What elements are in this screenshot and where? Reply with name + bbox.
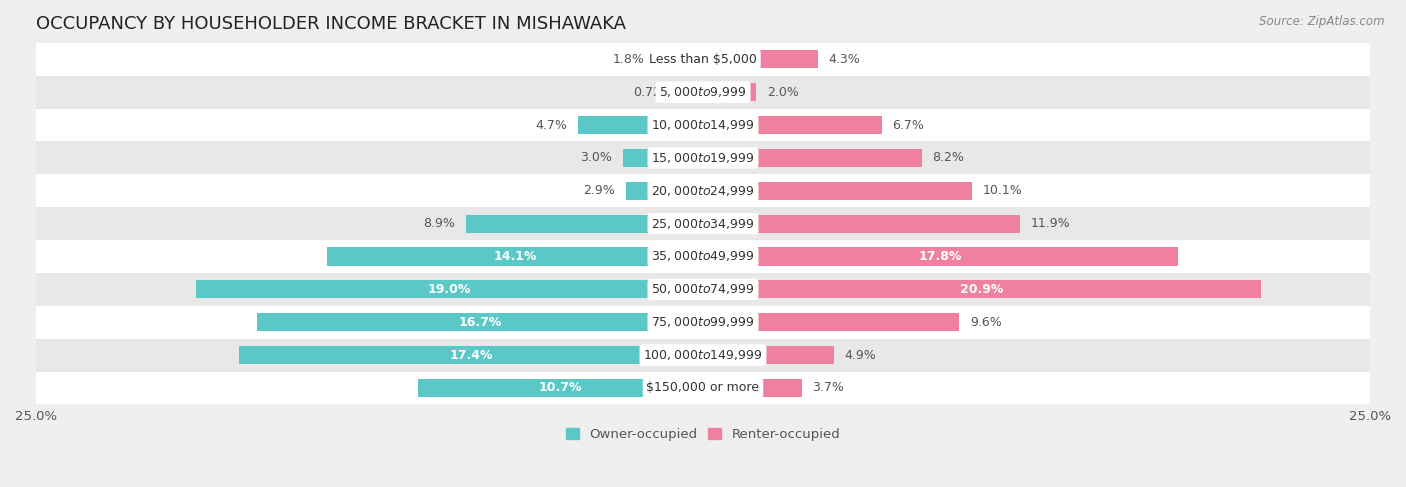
Bar [703,215,1021,233]
Text: 4.7%: 4.7% [536,118,567,131]
Text: 4.3%: 4.3% [828,53,860,66]
Bar [703,346,834,364]
Bar [703,116,882,134]
Bar [195,281,703,299]
Text: 17.4%: 17.4% [449,349,492,361]
Text: $20,000 to $24,999: $20,000 to $24,999 [651,184,755,198]
Text: $15,000 to $19,999: $15,000 to $19,999 [651,151,755,165]
Text: 10.7%: 10.7% [538,381,582,394]
Text: 19.0%: 19.0% [427,283,471,296]
Bar [418,379,703,397]
Text: $100,000 to $149,999: $100,000 to $149,999 [644,348,762,362]
Bar [37,273,1369,306]
Bar [683,83,703,101]
Text: 1.8%: 1.8% [613,53,644,66]
Bar [37,109,1369,142]
Text: 20.9%: 20.9% [960,283,1004,296]
Text: 4.9%: 4.9% [845,349,876,361]
Bar [465,215,703,233]
Text: $35,000 to $49,999: $35,000 to $49,999 [651,249,755,263]
Text: OCCUPANCY BY HOUSEHOLDER INCOME BRACKET IN MISHAWAKA: OCCUPANCY BY HOUSEHOLDER INCOME BRACKET … [37,15,626,33]
Bar [37,240,1369,273]
Text: 17.8%: 17.8% [918,250,962,263]
Text: $75,000 to $99,999: $75,000 to $99,999 [651,315,755,329]
Text: $10,000 to $14,999: $10,000 to $14,999 [651,118,755,132]
Text: 2.9%: 2.9% [583,184,614,197]
Bar [239,346,703,364]
Text: 8.9%: 8.9% [423,217,456,230]
Bar [703,281,1261,299]
Bar [703,379,801,397]
Bar [257,313,703,331]
Bar [703,50,818,68]
Text: 0.72%: 0.72% [633,86,673,99]
Bar [37,76,1369,109]
Bar [37,43,1369,76]
Text: 6.7%: 6.7% [893,118,924,131]
Bar [703,313,959,331]
Bar [626,182,703,200]
Text: $50,000 to $74,999: $50,000 to $74,999 [651,282,755,297]
Text: 9.6%: 9.6% [970,316,1001,329]
Legend: Owner-occupied, Renter-occupied: Owner-occupied, Renter-occupied [565,428,841,441]
Bar [37,142,1369,174]
Bar [37,306,1369,338]
Bar [37,207,1369,240]
Bar [703,247,1178,265]
Text: 11.9%: 11.9% [1031,217,1071,230]
Bar [37,372,1369,404]
Bar [37,338,1369,372]
Bar [623,149,703,167]
Bar [326,247,703,265]
Text: Source: ZipAtlas.com: Source: ZipAtlas.com [1260,15,1385,28]
Text: $150,000 or more: $150,000 or more [647,381,759,394]
Text: $25,000 to $34,999: $25,000 to $34,999 [651,217,755,231]
Bar [703,83,756,101]
Text: 8.2%: 8.2% [932,151,965,165]
Text: Less than $5,000: Less than $5,000 [650,53,756,66]
Text: 14.1%: 14.1% [494,250,537,263]
Text: 16.7%: 16.7% [458,316,502,329]
Bar [655,50,703,68]
Bar [703,149,922,167]
Text: $5,000 to $9,999: $5,000 to $9,999 [659,85,747,99]
Text: 10.1%: 10.1% [983,184,1022,197]
Bar [37,174,1369,207]
Text: 3.7%: 3.7% [813,381,844,394]
Text: 2.0%: 2.0% [768,86,799,99]
Bar [578,116,703,134]
Text: 3.0%: 3.0% [581,151,612,165]
Bar [703,182,973,200]
